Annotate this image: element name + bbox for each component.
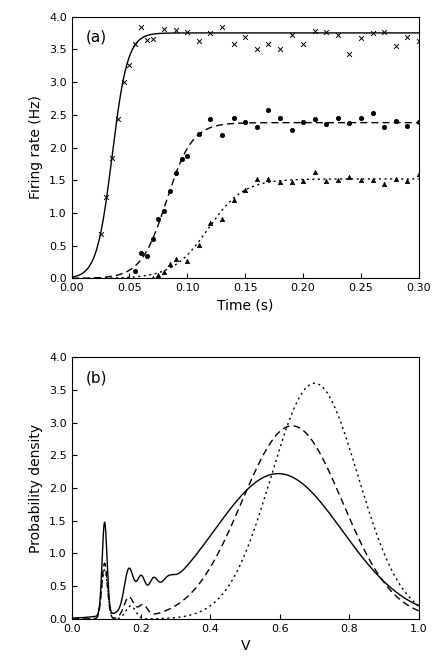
Point bbox=[149, 273, 156, 284]
Point bbox=[334, 175, 341, 186]
Point bbox=[311, 114, 318, 124]
Point bbox=[103, 192, 110, 203]
Y-axis label: Firing rate (Hz): Firing rate (Hz) bbox=[30, 95, 43, 199]
Point bbox=[334, 29, 341, 40]
Point bbox=[143, 251, 150, 261]
Point bbox=[346, 172, 353, 183]
Point bbox=[276, 177, 283, 187]
Point bbox=[323, 26, 330, 37]
Point bbox=[219, 214, 226, 224]
Point bbox=[242, 32, 249, 42]
Point bbox=[323, 118, 330, 129]
Point bbox=[358, 113, 365, 124]
Point bbox=[167, 185, 174, 196]
Point bbox=[178, 154, 185, 164]
Point bbox=[404, 32, 411, 42]
Point bbox=[132, 266, 139, 277]
Point bbox=[184, 26, 191, 37]
Point bbox=[253, 44, 260, 54]
Point bbox=[184, 256, 191, 266]
Point bbox=[288, 30, 295, 40]
Point bbox=[195, 128, 202, 139]
Point bbox=[161, 24, 168, 34]
Point bbox=[276, 113, 283, 123]
Point bbox=[415, 36, 422, 46]
Point bbox=[415, 117, 422, 127]
Point bbox=[265, 38, 272, 49]
Point bbox=[381, 122, 388, 132]
Point bbox=[369, 28, 376, 38]
Point bbox=[230, 113, 237, 123]
Point bbox=[161, 266, 168, 277]
Point bbox=[265, 173, 272, 184]
X-axis label: V: V bbox=[240, 639, 250, 653]
Point bbox=[149, 234, 156, 244]
Point bbox=[404, 175, 411, 186]
Point bbox=[155, 213, 162, 224]
Point bbox=[207, 217, 214, 228]
Point bbox=[138, 248, 145, 258]
Point bbox=[392, 116, 399, 126]
Point bbox=[415, 168, 422, 179]
Text: (a): (a) bbox=[85, 30, 107, 44]
Point bbox=[195, 240, 202, 250]
Point bbox=[288, 176, 295, 187]
X-axis label: Time (s): Time (s) bbox=[217, 299, 273, 313]
Point bbox=[230, 39, 237, 50]
Point bbox=[184, 151, 191, 162]
Point bbox=[369, 108, 376, 118]
Point bbox=[172, 24, 179, 35]
Point bbox=[132, 39, 139, 50]
Point bbox=[126, 60, 133, 70]
Point bbox=[381, 179, 388, 189]
Point bbox=[346, 49, 353, 60]
Point bbox=[369, 175, 376, 185]
Point bbox=[311, 167, 318, 177]
Y-axis label: Probability density: Probability density bbox=[30, 424, 43, 553]
Point bbox=[230, 195, 237, 206]
Point bbox=[346, 118, 353, 128]
Point bbox=[299, 117, 306, 128]
Point bbox=[219, 130, 226, 140]
Point bbox=[143, 34, 150, 45]
Point bbox=[155, 270, 162, 281]
Point bbox=[242, 117, 249, 128]
Point bbox=[392, 173, 399, 184]
Point bbox=[219, 22, 226, 32]
Point bbox=[207, 113, 214, 124]
Point bbox=[167, 259, 174, 269]
Point bbox=[172, 167, 179, 178]
Point bbox=[381, 26, 388, 37]
Point bbox=[161, 206, 168, 216]
Point bbox=[242, 185, 249, 196]
Point bbox=[288, 125, 295, 136]
Point bbox=[265, 105, 272, 115]
Point bbox=[253, 174, 260, 185]
Point bbox=[138, 22, 145, 32]
Point bbox=[207, 28, 214, 38]
Point bbox=[276, 43, 283, 54]
Point bbox=[299, 175, 306, 186]
Point bbox=[115, 114, 122, 124]
Point bbox=[404, 120, 411, 131]
Point bbox=[311, 25, 318, 36]
Point bbox=[358, 32, 365, 43]
Point bbox=[195, 36, 202, 46]
Point bbox=[120, 76, 127, 87]
Point bbox=[108, 153, 115, 164]
Point bbox=[299, 38, 306, 49]
Point bbox=[172, 254, 179, 265]
Point bbox=[97, 228, 104, 239]
Text: (b): (b) bbox=[85, 370, 107, 385]
Point bbox=[253, 122, 260, 132]
Point bbox=[358, 174, 365, 185]
Point bbox=[149, 34, 156, 45]
Point bbox=[323, 175, 330, 186]
Point bbox=[392, 40, 399, 51]
Point bbox=[334, 113, 341, 123]
